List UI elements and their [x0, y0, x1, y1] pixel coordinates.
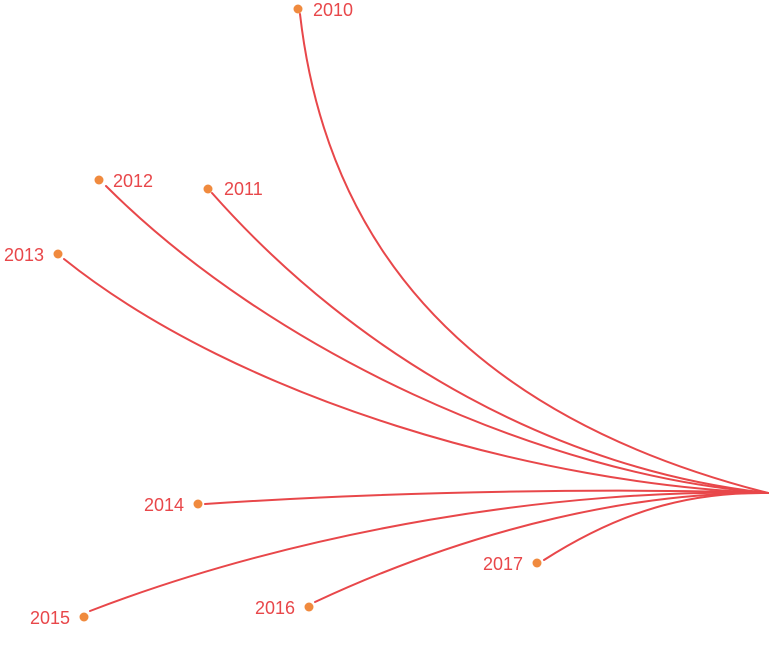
edge-2014 — [204, 489, 769, 505]
node-2013[interactable] — [53, 249, 63, 259]
edges-layer — [63, 13, 769, 612]
label-2015: 2015 — [30, 608, 70, 628]
label-2011: 2011 — [224, 179, 263, 199]
edge-2011 — [211, 192, 769, 494]
edge-2015 — [89, 491, 769, 612]
label-2014: 2014 — [144, 495, 184, 515]
label-2012: 2012 — [113, 171, 153, 191]
node-2010[interactable] — [293, 4, 303, 14]
label-2017: 2017 — [483, 554, 523, 574]
node-2014[interactable] — [193, 499, 203, 509]
labels-layer: 2010 2011 2012 2013 2014 2015 2016 2017 — [4, 0, 523, 628]
node-2012[interactable] — [94, 175, 104, 185]
edge-2010 — [299, 13, 769, 494]
label-2010: 2010 — [313, 0, 353, 20]
node-2017[interactable] — [532, 558, 542, 568]
label-2016: 2016 — [255, 598, 295, 618]
edge-2017 — [543, 491, 769, 561]
node-2015[interactable] — [79, 612, 89, 622]
node-2011[interactable] — [203, 184, 213, 194]
edge-2016 — [314, 491, 769, 603]
label-2013: 2013 — [4, 245, 44, 265]
nodes-layer — [53, 4, 542, 622]
node-2016[interactable] — [304, 602, 314, 612]
edge-2012 — [105, 185, 769, 494]
edge-2013 — [63, 258, 769, 494]
